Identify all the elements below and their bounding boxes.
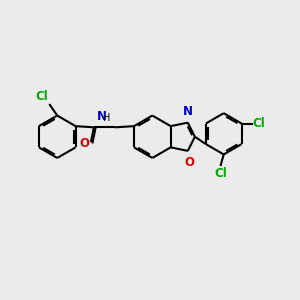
Text: N: N: [97, 110, 107, 124]
Text: O: O: [184, 156, 194, 169]
Text: O: O: [80, 137, 89, 150]
Text: Cl: Cl: [253, 117, 266, 130]
Text: Cl: Cl: [36, 91, 48, 103]
Text: N: N: [183, 105, 193, 118]
Text: Cl: Cl: [214, 167, 227, 180]
Text: H: H: [103, 113, 110, 124]
